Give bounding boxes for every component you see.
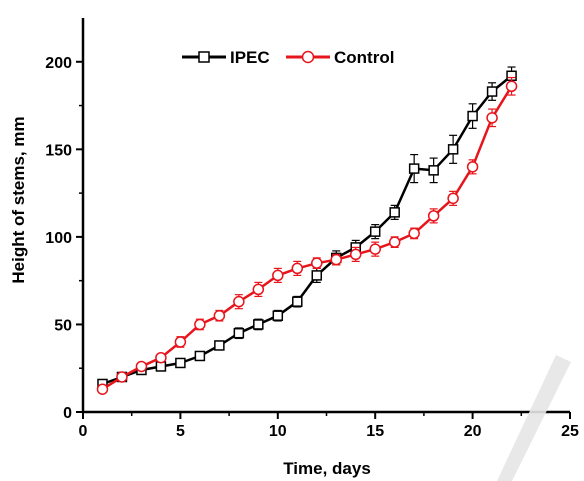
data-point-control xyxy=(369,243,381,255)
y-tick-label-200: 200 xyxy=(45,55,72,72)
y-tick-label-0: 0 xyxy=(63,405,72,422)
data-point-ipec xyxy=(272,310,284,321)
legend-marker-ipec xyxy=(198,51,210,63)
data-point-control xyxy=(408,227,420,240)
data-point-ipec xyxy=(447,144,459,155)
data-point-control xyxy=(96,383,109,395)
x-tick-label-0: 0 xyxy=(79,423,88,440)
y-tick-label-150: 150 xyxy=(45,142,72,159)
series-layer xyxy=(96,66,518,395)
data-point-control xyxy=(486,112,498,124)
x-tick-label-20: 20 xyxy=(464,423,482,440)
data-point-ipec xyxy=(214,340,225,351)
data-point-ipec xyxy=(233,327,245,339)
data-point-control xyxy=(252,283,265,296)
data-point-control xyxy=(272,269,284,282)
series-line-control xyxy=(101,85,513,391)
series-ipec xyxy=(97,66,517,390)
data-point-ipec xyxy=(253,319,264,330)
data-point-ipec xyxy=(292,296,303,307)
data-point-control xyxy=(349,248,362,261)
x-axis-label: Time, days xyxy=(283,459,371,478)
y-tick-label-50: 50 xyxy=(54,317,72,334)
x-tick-label-10: 10 xyxy=(269,423,287,440)
data-point-ipec xyxy=(408,163,420,174)
data-point-ipec xyxy=(311,270,323,281)
x-tick-label-5: 5 xyxy=(176,423,185,440)
data-point-ipec xyxy=(428,165,439,176)
data-point-ipec xyxy=(486,86,498,97)
data-point-control xyxy=(194,318,206,331)
legend-label-control: Control xyxy=(334,48,394,67)
series-control xyxy=(96,76,518,395)
x-tick-label-25: 25 xyxy=(561,423,579,440)
legend-marker-control xyxy=(301,50,315,64)
data-point-ipec xyxy=(467,110,478,122)
y-axis-label: Height of stems, mm xyxy=(9,116,28,283)
data-point-ipec xyxy=(175,357,186,369)
data-point-ipec xyxy=(369,226,381,237)
data-point-control xyxy=(291,262,304,275)
data-point-control xyxy=(466,161,479,173)
x-tick-label-15: 15 xyxy=(366,423,384,440)
data-point-control xyxy=(155,351,167,364)
data-point-control xyxy=(388,236,401,248)
data-point-control xyxy=(330,253,342,266)
data-point-control xyxy=(233,295,245,308)
legend: IPEC Control xyxy=(182,48,394,67)
data-point-control xyxy=(311,257,323,269)
data-point-control xyxy=(427,210,440,222)
data-point-ipec xyxy=(389,207,400,218)
series-line-ipec xyxy=(102,74,513,386)
legend-label-ipec: IPEC xyxy=(230,48,270,67)
data-point-control xyxy=(447,192,459,205)
axes xyxy=(81,18,570,414)
data-point-control xyxy=(174,336,187,348)
data-point-control xyxy=(213,309,226,322)
data-point-control xyxy=(116,371,128,383)
data-point-control xyxy=(135,360,148,373)
y-tick-label-100: 100 xyxy=(45,230,72,247)
data-point-ipec xyxy=(194,350,206,362)
data-point-control xyxy=(505,80,518,93)
